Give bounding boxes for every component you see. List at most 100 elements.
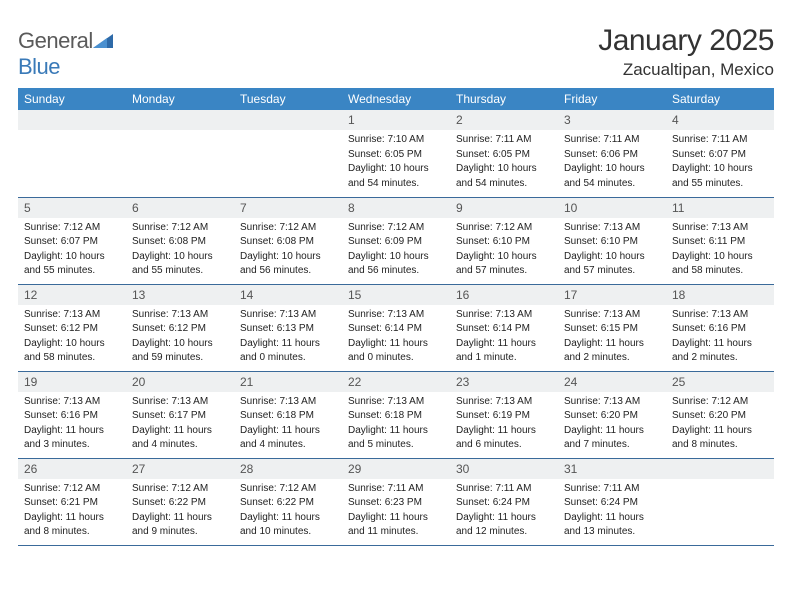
daylight-text-1: Daylight: 10 hours bbox=[348, 250, 444, 264]
calendar-day-cell: 24Sunrise: 7:13 AMSunset: 6:20 PMDayligh… bbox=[558, 371, 666, 458]
daylight-text-1: Daylight: 11 hours bbox=[456, 511, 552, 525]
daylight-text-2: and 56 minutes. bbox=[348, 264, 444, 278]
daylight-text-1: Daylight: 10 hours bbox=[672, 250, 768, 264]
weekday-header: Monday bbox=[126, 88, 234, 110]
daylight-text-2: and 12 minutes. bbox=[456, 525, 552, 539]
day-number: 1 bbox=[342, 110, 450, 130]
calendar-day-cell: 26Sunrise: 7:12 AMSunset: 6:21 PMDayligh… bbox=[18, 458, 126, 545]
daylight-text-2: and 3 minutes. bbox=[24, 438, 120, 452]
calendar-day-cell: 30Sunrise: 7:11 AMSunset: 6:24 PMDayligh… bbox=[450, 458, 558, 545]
calendar-day-cell: 29Sunrise: 7:11 AMSunset: 6:23 PMDayligh… bbox=[342, 458, 450, 545]
sunset-text: Sunset: 6:17 PM bbox=[132, 409, 228, 423]
daylight-text-1: Daylight: 11 hours bbox=[456, 424, 552, 438]
calendar-day-cell: 8Sunrise: 7:12 AMSunset: 6:09 PMDaylight… bbox=[342, 197, 450, 284]
day-number: 31 bbox=[558, 459, 666, 479]
day-number: 2 bbox=[450, 110, 558, 130]
calendar-day-cell: 7Sunrise: 7:12 AMSunset: 6:08 PMDaylight… bbox=[234, 197, 342, 284]
day-details: Sunrise: 7:12 AMSunset: 6:09 PMDaylight:… bbox=[342, 218, 450, 278]
daylight-text-1: Daylight: 11 hours bbox=[24, 511, 120, 525]
day-details: Sunrise: 7:12 AMSunset: 6:10 PMDaylight:… bbox=[450, 218, 558, 278]
sunrise-text: Sunrise: 7:11 AM bbox=[348, 482, 444, 496]
daylight-text-2: and 5 minutes. bbox=[348, 438, 444, 452]
sunrise-text: Sunrise: 7:12 AM bbox=[24, 482, 120, 496]
day-details: Sunrise: 7:12 AMSunset: 6:07 PMDaylight:… bbox=[18, 218, 126, 278]
day-number: 19 bbox=[18, 372, 126, 392]
day-details: Sunrise: 7:13 AMSunset: 6:10 PMDaylight:… bbox=[558, 218, 666, 278]
sunrise-text: Sunrise: 7:12 AM bbox=[240, 482, 336, 496]
weekday-header: Sunday bbox=[18, 88, 126, 110]
calendar-week-row: 12Sunrise: 7:13 AMSunset: 6:12 PMDayligh… bbox=[18, 284, 774, 371]
sunset-text: Sunset: 6:24 PM bbox=[456, 496, 552, 510]
brand-triangle-icon bbox=[93, 28, 113, 54]
day-details: Sunrise: 7:12 AMSunset: 6:20 PMDaylight:… bbox=[666, 392, 774, 452]
daylight-text-2: and 7 minutes. bbox=[564, 438, 660, 452]
sunset-text: Sunset: 6:18 PM bbox=[348, 409, 444, 423]
daylight-text-2: and 2 minutes. bbox=[564, 351, 660, 365]
daylight-text-2: and 8 minutes. bbox=[24, 525, 120, 539]
daylight-text-1: Daylight: 11 hours bbox=[240, 424, 336, 438]
day-details: Sunrise: 7:13 AMSunset: 6:18 PMDaylight:… bbox=[342, 392, 450, 452]
day-number: 4 bbox=[666, 110, 774, 130]
brand-name: GeneralBlue bbox=[18, 28, 113, 80]
day-number: 18 bbox=[666, 285, 774, 305]
sunrise-text: Sunrise: 7:12 AM bbox=[132, 482, 228, 496]
sunset-text: Sunset: 6:14 PM bbox=[348, 322, 444, 336]
day-details: Sunrise: 7:13 AMSunset: 6:12 PMDaylight:… bbox=[18, 305, 126, 365]
calendar-day-cell: 15Sunrise: 7:13 AMSunset: 6:14 PMDayligh… bbox=[342, 284, 450, 371]
sunrise-text: Sunrise: 7:13 AM bbox=[132, 308, 228, 322]
sunset-text: Sunset: 6:21 PM bbox=[24, 496, 120, 510]
calendar-day-cell: 17Sunrise: 7:13 AMSunset: 6:15 PMDayligh… bbox=[558, 284, 666, 371]
day-number: 16 bbox=[450, 285, 558, 305]
calendar-day-cell: 3Sunrise: 7:11 AMSunset: 6:06 PMDaylight… bbox=[558, 110, 666, 197]
day-number: 14 bbox=[234, 285, 342, 305]
daylight-text-2: and 1 minute. bbox=[456, 351, 552, 365]
daylight-text-2: and 6 minutes. bbox=[456, 438, 552, 452]
day-details: Sunrise: 7:13 AMSunset: 6:16 PMDaylight:… bbox=[666, 305, 774, 365]
day-details: Sunrise: 7:13 AMSunset: 6:14 PMDaylight:… bbox=[450, 305, 558, 365]
day-details: Sunrise: 7:11 AMSunset: 6:24 PMDaylight:… bbox=[450, 479, 558, 539]
calendar-day-cell: 23Sunrise: 7:13 AMSunset: 6:19 PMDayligh… bbox=[450, 371, 558, 458]
daylight-text-2: and 10 minutes. bbox=[240, 525, 336, 539]
day-number: 12 bbox=[18, 285, 126, 305]
sunrise-text: Sunrise: 7:11 AM bbox=[456, 133, 552, 147]
calendar-day-cell: 22Sunrise: 7:13 AMSunset: 6:18 PMDayligh… bbox=[342, 371, 450, 458]
sunrise-text: Sunrise: 7:13 AM bbox=[132, 395, 228, 409]
day-details: Sunrise: 7:13 AMSunset: 6:18 PMDaylight:… bbox=[234, 392, 342, 452]
daylight-text-1: Daylight: 10 hours bbox=[348, 162, 444, 176]
calendar-day-cell: 9Sunrise: 7:12 AMSunset: 6:10 PMDaylight… bbox=[450, 197, 558, 284]
daylight-text-1: Daylight: 11 hours bbox=[132, 511, 228, 525]
day-number: 30 bbox=[450, 459, 558, 479]
daylight-text-2: and 2 minutes. bbox=[672, 351, 768, 365]
title-block: January 2025 Zacualtipan, Mexico bbox=[598, 24, 774, 80]
calendar-week-row: 19Sunrise: 7:13 AMSunset: 6:16 PMDayligh… bbox=[18, 371, 774, 458]
day-number: 9 bbox=[450, 198, 558, 218]
sunrise-text: Sunrise: 7:13 AM bbox=[456, 395, 552, 409]
day-details: Sunrise: 7:13 AMSunset: 6:20 PMDaylight:… bbox=[558, 392, 666, 452]
sunset-text: Sunset: 6:05 PM bbox=[456, 148, 552, 162]
calendar-day-cell bbox=[234, 110, 342, 197]
sunset-text: Sunset: 6:08 PM bbox=[132, 235, 228, 249]
daylight-text-1: Daylight: 10 hours bbox=[132, 250, 228, 264]
day-details: Sunrise: 7:13 AMSunset: 6:15 PMDaylight:… bbox=[558, 305, 666, 365]
day-number: 17 bbox=[558, 285, 666, 305]
sunset-text: Sunset: 6:10 PM bbox=[564, 235, 660, 249]
calendar-table: SundayMondayTuesdayWednesdayThursdayFrid… bbox=[18, 88, 774, 546]
daylight-text-2: and 55 minutes. bbox=[672, 177, 768, 191]
sunrise-text: Sunrise: 7:13 AM bbox=[672, 221, 768, 235]
sunrise-text: Sunrise: 7:12 AM bbox=[348, 221, 444, 235]
daylight-text-2: and 11 minutes. bbox=[348, 525, 444, 539]
daylight-text-1: Daylight: 11 hours bbox=[348, 424, 444, 438]
calendar-day-cell: 6Sunrise: 7:12 AMSunset: 6:08 PMDaylight… bbox=[126, 197, 234, 284]
day-number: 13 bbox=[126, 285, 234, 305]
daylight-text-2: and 54 minutes. bbox=[564, 177, 660, 191]
day-number-empty bbox=[18, 110, 126, 130]
sunrise-text: Sunrise: 7:12 AM bbox=[24, 221, 120, 235]
day-details: Sunrise: 7:13 AMSunset: 6:17 PMDaylight:… bbox=[126, 392, 234, 452]
brand-part2: Blue bbox=[18, 54, 60, 79]
daylight-text-2: and 0 minutes. bbox=[348, 351, 444, 365]
day-details: Sunrise: 7:11 AMSunset: 6:06 PMDaylight:… bbox=[558, 130, 666, 190]
daylight-text-2: and 55 minutes. bbox=[132, 264, 228, 278]
sunrise-text: Sunrise: 7:13 AM bbox=[672, 308, 768, 322]
day-number: 20 bbox=[126, 372, 234, 392]
sunrise-text: Sunrise: 7:11 AM bbox=[564, 133, 660, 147]
